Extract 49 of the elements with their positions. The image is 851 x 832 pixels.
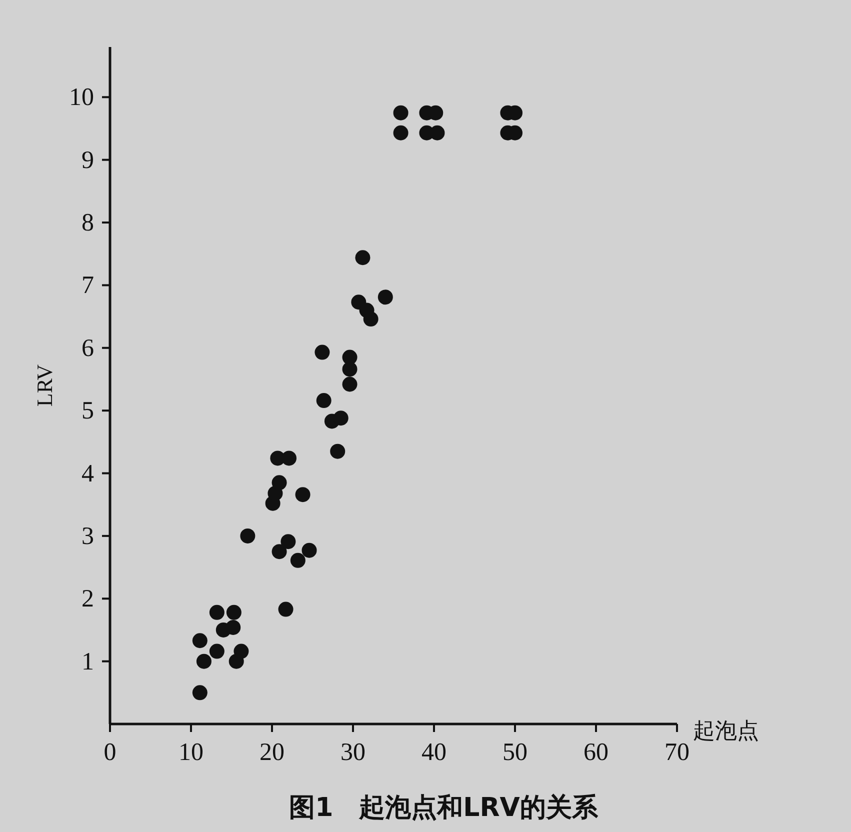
- point: [282, 450, 297, 466]
- x-tick-label: 30: [340, 739, 366, 766]
- x-axis-title: 起泡点: [693, 718, 759, 743]
- point: [378, 290, 393, 305]
- y-tick-label: 3: [82, 522, 94, 550]
- y-tick-label: 8: [82, 210, 94, 237]
- y-tick-label: 6: [82, 334, 94, 362]
- x-tick-label: 50: [502, 739, 528, 766]
- point: [209, 604, 224, 620]
- point: [333, 410, 348, 426]
- point: [316, 393, 332, 408]
- x-tick-label: 60: [584, 739, 608, 766]
- point: [363, 312, 378, 327]
- point: [330, 444, 346, 459]
- point: [192, 685, 208, 700]
- point: [226, 620, 241, 635]
- x-tick-label: 10: [178, 739, 204, 766]
- text: 图1 起泡点和LRV的关系: [289, 793, 599, 823]
- y-tick-label: 1: [82, 648, 94, 676]
- y-tick-label: 5: [82, 398, 94, 425]
- point: [240, 528, 256, 544]
- point: [209, 644, 224, 659]
- x-tick-label: 0: [104, 739, 116, 766]
- point: [302, 542, 317, 558]
- y-tick-label: 9: [82, 146, 94, 174]
- point: [342, 362, 358, 377]
- point: [295, 487, 310, 502]
- x-tick-label: 20: [260, 739, 284, 766]
- point: [272, 475, 287, 490]
- point: [234, 644, 249, 659]
- x-tick-label: 70: [664, 739, 690, 766]
- point: [290, 552, 306, 568]
- point: [314, 344, 330, 360]
- point: [393, 105, 408, 120]
- y-tick-label: 4: [82, 460, 94, 488]
- point: [226, 604, 242, 620]
- point: [272, 544, 287, 560]
- point: [280, 534, 296, 550]
- point: [393, 125, 408, 140]
- point: [355, 250, 370, 266]
- y-tick-label: 7: [82, 272, 94, 300]
- point: [342, 376, 358, 392]
- y-tick-label: 2: [82, 586, 94, 613]
- y-tick-label: 10: [69, 84, 94, 112]
- x-tick-label: 40: [422, 739, 446, 766]
- point: [278, 602, 294, 617]
- point: [196, 654, 212, 669]
- y-axis-title: LRV: [32, 364, 57, 407]
- point: [192, 633, 208, 648]
